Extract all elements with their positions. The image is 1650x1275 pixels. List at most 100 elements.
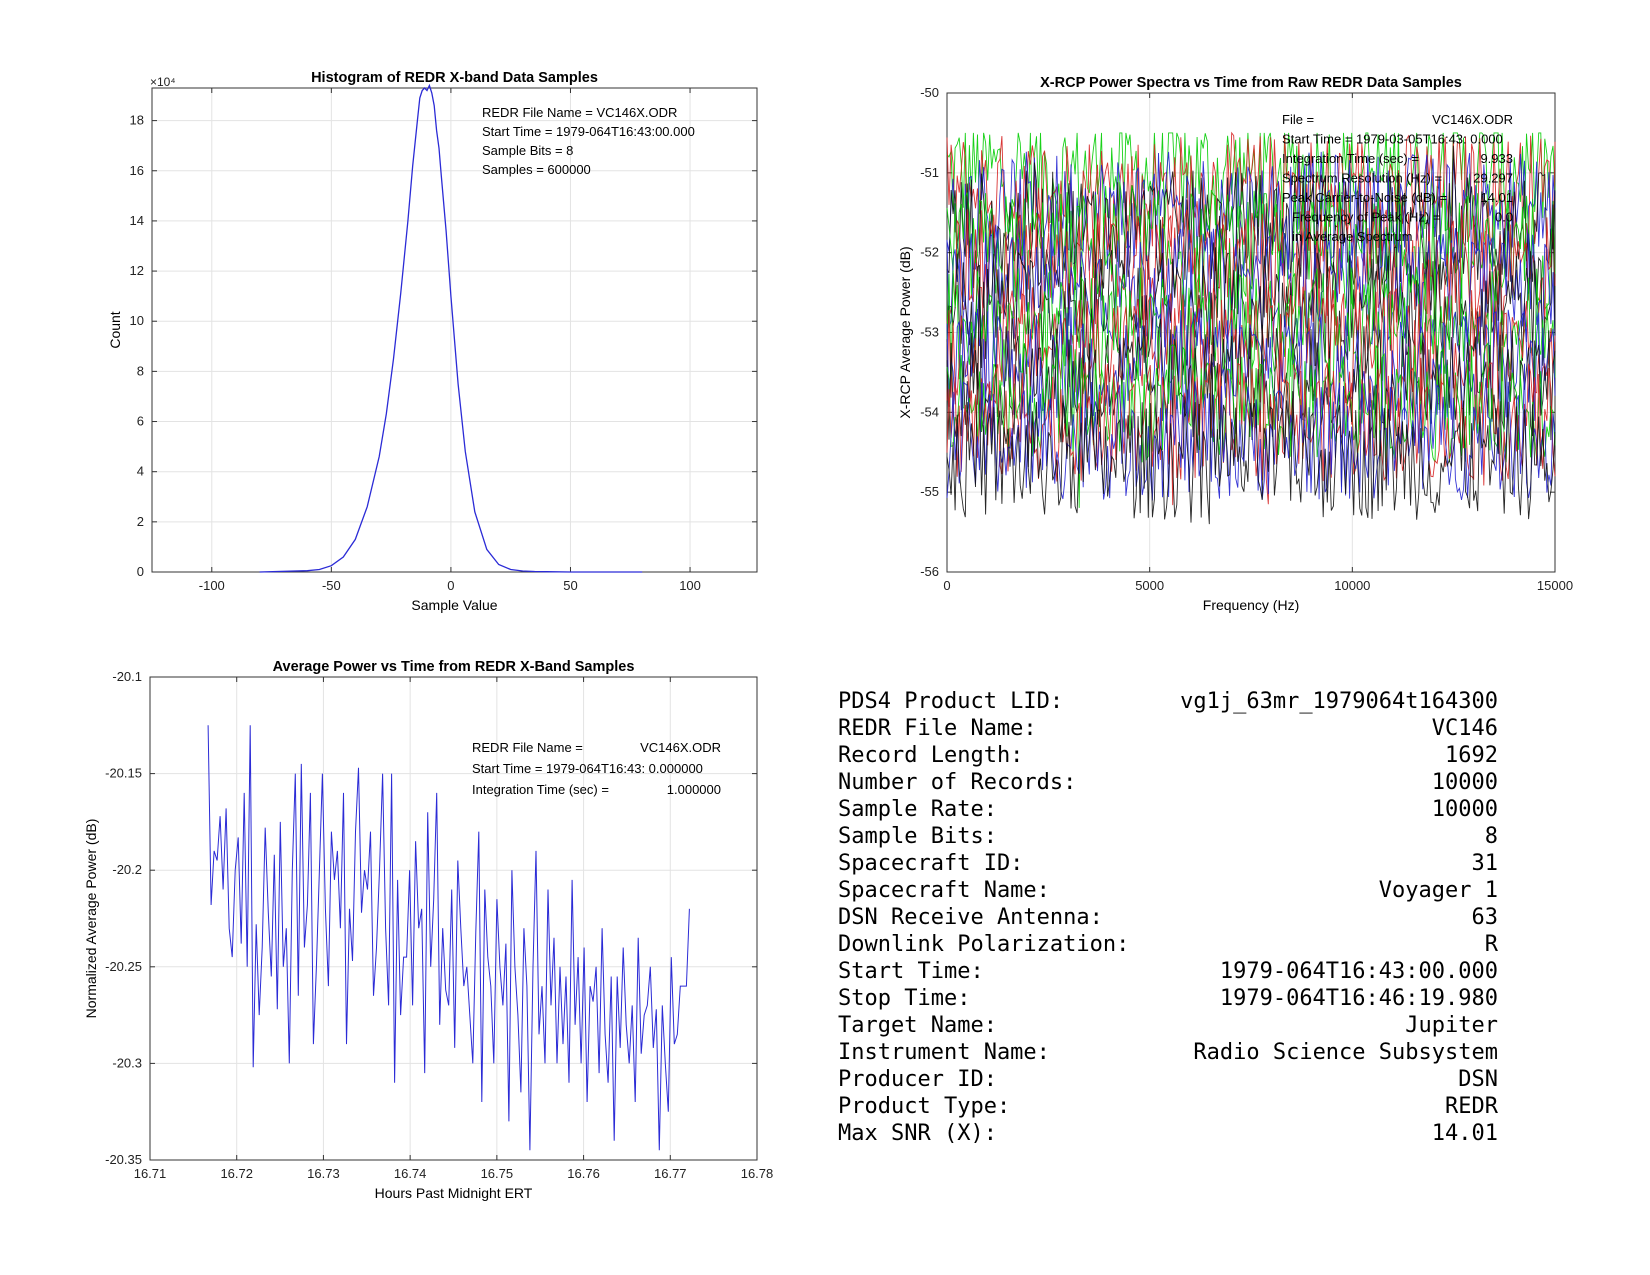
y-tick-label: 14 [130,213,144,228]
label-row: Spacecraft Name: Voyager 1 [838,877,1498,904]
label-row: Start Time: 1979-064T16:43:00.000 [838,958,1498,985]
y-tick-label: -50 [920,85,939,100]
y-tick-label: -20.2 [112,862,142,877]
label-key: Stop Time: [838,986,971,1011]
label-value: Radio Science Subsystem [1193,1040,1498,1065]
spectrum-annotation-key: in Average Spectrum [1292,229,1412,244]
y-tick-label: 2 [137,514,144,529]
label-value: 10000 [1431,797,1498,822]
label-row: Number of Records: 10000 [838,769,1498,796]
label-key: Target Name: [838,1013,997,1038]
x-tick-label: 16.71 [134,1166,167,1181]
spectrum-series-line [946,363,1556,501]
label-value: VC146 [1431,716,1498,741]
spectrum-series-line [946,151,1556,307]
y-tick-label: 4 [137,464,144,479]
label-value: 31 [1471,851,1499,876]
label-key: Max SNR (X): [838,1121,997,1146]
label-key: Spacecraft Name: [838,878,1050,903]
label-row: Spacecraft ID: 31 [838,850,1498,877]
plot-frame [151,87,758,573]
power-spectra-chart: 0 5000 10000 15000 -56 -55 -54 -53 -52 -51 -50 X-RC… [897,75,1573,613]
histogram-annotation: Samples = 600000 [482,162,591,177]
y-tick-label: 18 [130,113,144,128]
x-tick-label: 0 [943,578,950,593]
x-axis-label: Hours Past Midnight ERT [375,1185,533,1201]
y-tick-label: -51 [920,165,939,180]
y-axis-label: X-RCP Average Power (dB) [897,246,913,418]
label-row: PDS4 Product LID: vg1j_63mr_1979064t16430… [838,688,1498,715]
spectrum-annotation-key: Integration Time (sec) = [1282,151,1419,166]
y-tick-label: 16 [130,163,144,178]
x-tick-label: 16.78 [741,1166,774,1181]
label-value: Voyager 1 [1378,878,1498,903]
label-row: Product Type: REDR [838,1093,1498,1120]
x-tick-label: 16.76 [567,1166,600,1181]
y-tick-label: 10 [130,313,144,328]
label-key: Record Length: [838,743,1024,768]
x-tick-label: 0 [447,578,454,593]
label-key: Start Time: [838,959,984,984]
label-value: 63 [1471,905,1499,930]
spectrum-annotation-value: 9.933 [1480,151,1513,166]
label-key: Product Type: [838,1094,1011,1119]
spectrum-annotation-key: Start Time = 1979-03-05T16:43: 0.000 [1282,132,1503,147]
x-axis-label: Sample Value [411,597,497,613]
spectrum-annotation-value: 14.01 [1480,190,1513,205]
label-value: R [1484,932,1498,957]
chart-title: Average Power vs Time from REDR X-Band S… [273,659,635,675]
y-tick-label: -55 [920,484,939,499]
label-row: DSN Receive Antenna: 63 [838,904,1498,931]
y-tick-label: 0 [137,564,144,579]
label-key: DSN Receive Antenna: [838,905,1103,930]
label-row: Sample Rate: 10000 [838,796,1498,823]
label-row: REDR File Name: VC146 [838,715,1498,742]
y-axis-label: Count [107,311,123,348]
spectrum-annotation-key: Spectrum Resolution (Hz) = [1282,171,1442,186]
x-axis-label: Frequency (Hz) [1203,597,1299,613]
x-tick-label: 100 [679,578,701,593]
label-row: Max SNR (X): 14.01 [838,1120,1498,1147]
label-key: Sample Bits: [838,824,997,849]
y-tick-label: -20.15 [105,766,142,781]
x-tick-label: 16.72 [220,1166,253,1181]
spectrum-annotation-value: 29.297 [1473,171,1513,186]
histogram-annotation: Sample Bits = 8 [482,143,573,158]
label-value: DSN [1458,1067,1498,1092]
y-tick-label: -56 [920,564,939,579]
x-tick-label: 50 [563,578,577,593]
label-value: 1692 [1445,743,1498,768]
label-row: Downlink Polarization: R [838,931,1498,958]
x-tick-label: 16.73 [307,1166,340,1181]
average-power-line [207,725,690,1151]
label-row: Producer ID: DSN [838,1066,1498,1093]
y-tick-label: -20.3 [112,1055,142,1070]
histogram-line [259,83,643,573]
power-annotation-key: REDR File Name = [472,740,583,755]
y-tick-label: 8 [137,363,144,378]
label-value: Jupiter [1405,1013,1498,1038]
plot-frame [149,676,758,1161]
spectrum-annotation-key: Frequency of Peak (Hz) = [1292,210,1440,225]
y-tick-label: -53 [920,325,939,340]
label-value: 14.01 [1431,1121,1498,1146]
power-annotation-value: 1.000000 [667,782,721,797]
label-key: Instrument Name: [838,1040,1050,1065]
x-tick-label: 5000 [1135,578,1164,593]
y-tick-label: -20.1 [112,669,142,684]
label-value: 1979-064T16:46:19.980 [1219,986,1498,1011]
label-key: Number of Records: [838,770,1077,795]
label-row: Target Name: Jupiter [838,1012,1498,1039]
y-tick-label: -20.25 [105,959,142,974]
x-tick-label: 16.77 [654,1166,687,1181]
y-axis-label: Normalized Average Power (dB) [83,819,99,1019]
label-key: REDR File Name: [838,716,1037,741]
label-value: 8 [1484,824,1498,849]
label-key: Spacecraft ID: [838,851,1024,876]
y-exponent-label: ×10⁴ [150,75,176,89]
power-annotation-key: Integration Time (sec) = [472,782,609,797]
histogram-annotation: REDR File Name = VC146X.ODR [482,105,677,120]
histogram-annotation: Start Time = 1979-064T16:43:00.000 [482,124,695,139]
average-power-chart: 16.71 16.72 16.73 16.74 16.75 16.76 16.77 16.78… [83,659,774,1201]
spectrum-series-line [946,353,1556,525]
